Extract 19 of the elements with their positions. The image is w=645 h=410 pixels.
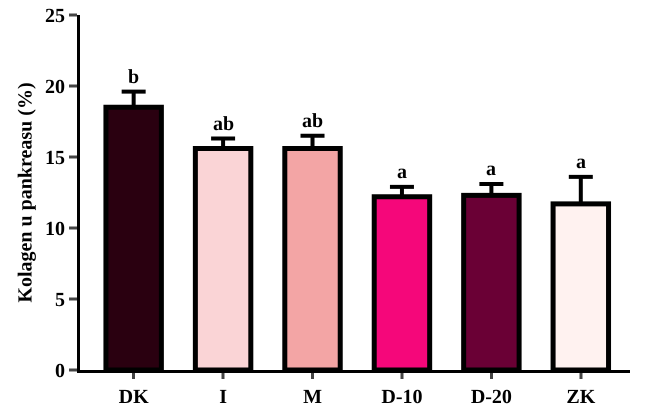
annotation: ab	[213, 113, 234, 135]
x-tick-label: I	[219, 386, 228, 408]
y-tick-label: 0	[55, 360, 65, 382]
y-tick-label: 25	[45, 5, 65, 27]
x-tick-label: DK	[118, 386, 150, 408]
annotation: b	[128, 66, 140, 88]
annotation: ab	[302, 110, 324, 132]
annotation: a	[576, 151, 586, 173]
y-axis-title: Kolagen u pankreasu (%)	[14, 82, 36, 303]
x-tick-label: D-10	[381, 386, 423, 408]
y-tick-label: 15	[45, 147, 65, 169]
y-tick-label: 10	[45, 218, 65, 240]
annotation: a	[486, 158, 496, 180]
annotation: a	[397, 161, 407, 183]
y-tick-label: 20	[45, 76, 65, 98]
x-tick-label: D-20	[470, 386, 512, 408]
y-tick-label: 5	[55, 289, 65, 311]
x-tick-label: M	[303, 386, 322, 408]
x-tick-label: ZK	[566, 386, 596, 408]
